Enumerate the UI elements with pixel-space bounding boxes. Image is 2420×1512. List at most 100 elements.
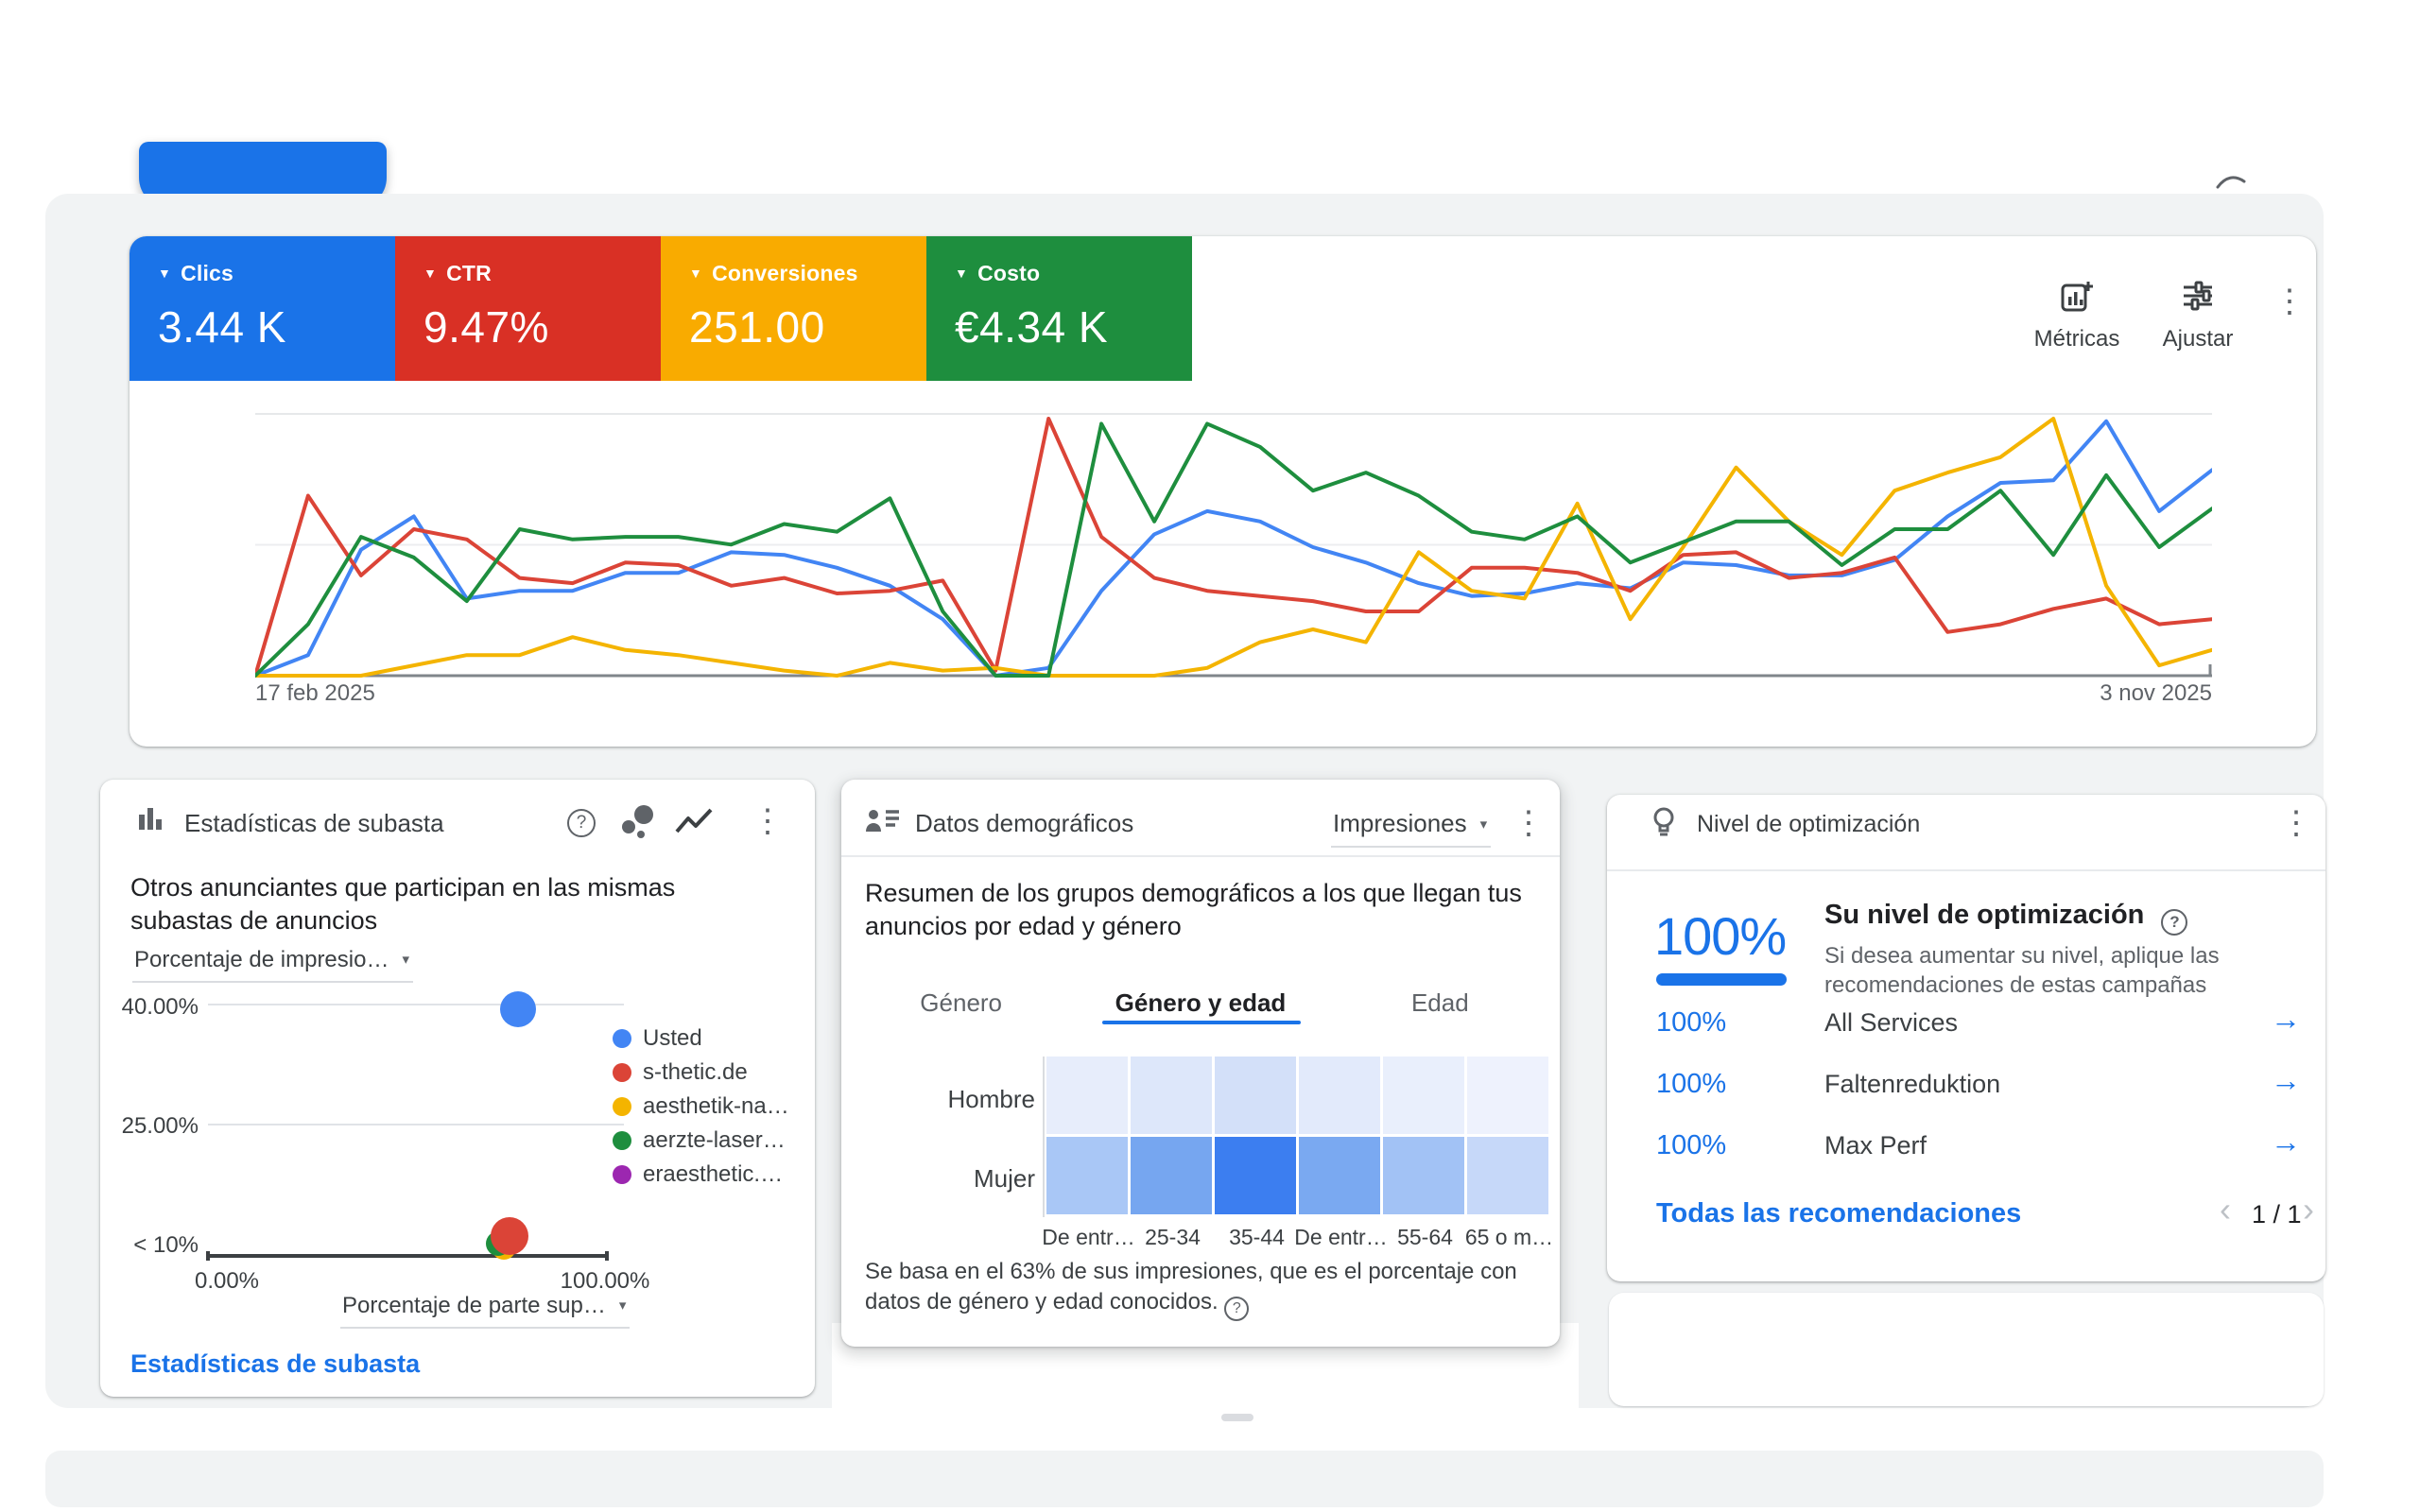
- partial-glyph: [2216, 176, 2246, 189]
- adjust-sliders-icon: [2184, 281, 2212, 311]
- gridline-25: [208, 1124, 624, 1125]
- next-card-fragment: [1609, 1293, 2324, 1406]
- caret-down-icon: ▼: [689, 266, 703, 281]
- metric-value: 3.44 K: [158, 302, 286, 352]
- caret-down-icon: ▾: [402, 952, 409, 968]
- demographics-card-title: Datos demográficos: [915, 809, 1134, 837]
- metrics-button[interactable]: Métricas: [2011, 278, 2143, 352]
- adjust-button-label: Ajustar: [2162, 326, 2234, 352]
- impression-share-dropdown[interactable]: Porcentaje de impresio… ▾: [132, 947, 413, 983]
- metric-value: 251.00: [689, 302, 825, 352]
- heatmap-cell-Hombre-De entr…: [1046, 1057, 1128, 1134]
- help-icon[interactable]: ?: [2161, 909, 2188, 936]
- header-divider: [1607, 869, 2325, 871]
- timeseries-chart: [255, 413, 2212, 678]
- arrow-right-icon[interactable]: →: [2271, 1125, 2301, 1159]
- legend-dot-icon: [613, 1130, 631, 1150]
- heatmap-row-label-hombre: Hombre: [947, 1085, 1035, 1113]
- auction-insights-card: [100, 780, 815, 1397]
- demographics-more-options-icon[interactable]: ⋮: [1512, 805, 1545, 841]
- metric-chip-conversiones[interactable]: ▼ Conversiones 251.00: [661, 236, 926, 381]
- x-axis-start-date: 17 feb 2025: [255, 680, 375, 706]
- tab-genero-y-edad[interactable]: Género y edad: [1115, 988, 1287, 1017]
- campaign-score: 100%: [1656, 1130, 1727, 1160]
- top-of-page-dropdown[interactable]: Porcentaje de parte sup… ▾: [340, 1293, 631, 1329]
- heatmap-column-label: De entr…: [1042, 1225, 1135, 1249]
- chevron-left-icon[interactable]: ‹: [2220, 1190, 2231, 1228]
- impressions-dropdown[interactable]: Impresiones ▾: [1331, 809, 1492, 848]
- gridline-40: [208, 1004, 624, 1005]
- heatmap-cell-Hombre-25-34: [1131, 1057, 1212, 1134]
- arrow-right-icon[interactable]: →: [2271, 1063, 2301, 1097]
- demographics-description: Resumen de los grupos demográficos a los…: [865, 879, 1522, 940]
- lightbulb-icon: [1653, 807, 1674, 836]
- all-recommendations-link[interactable]: Todas las recomendaciones: [1656, 1198, 2022, 1228]
- auction-more-options-icon[interactable]: ⋮: [752, 803, 784, 839]
- optimization-progress-bar: [1656, 973, 1787, 986]
- y-tick-lt10: < 10%: [133, 1232, 199, 1258]
- help-icon[interactable]: ?: [1224, 1297, 1250, 1321]
- arrow-right-icon[interactable]: →: [2271, 1002, 2301, 1036]
- header-divider: [841, 855, 1560, 857]
- heatmap-column-label: 35-44: [1229, 1225, 1285, 1249]
- x-tick-100: 100.00%: [560, 1268, 650, 1294]
- metric-label: Costo: [977, 261, 1041, 285]
- heatmap-column-label: 25-34: [1145, 1225, 1201, 1249]
- legend-label: Usted: [643, 1024, 702, 1051]
- heatmap-column-label: 65 o m…: [1464, 1225, 1554, 1249]
- legend-label: eraesthetic.…: [643, 1160, 784, 1187]
- metric-value: 9.47%: [424, 302, 549, 352]
- legend-item: Usted: [613, 1024, 789, 1051]
- optimization-card: [1607, 795, 2325, 1281]
- campaign-name: Faltenreduktion: [1824, 1070, 2001, 1098]
- chart-more-options-icon[interactable]: ⋮: [2273, 284, 2306, 319]
- heatmap-cell-Mujer-De entr…: [1046, 1137, 1128, 1214]
- legend-item: s-thetic.de: [613, 1059, 789, 1085]
- bar-chart-icon: [139, 808, 162, 830]
- caret-down-icon: ▾: [618, 1297, 627, 1314]
- scatter-legend: Usted s-thetic.de aesthetik-na… aerzte-lase…: [613, 1024, 789, 1187]
- legend-item: aesthetik-na…: [613, 1093, 789, 1119]
- demographics-icon: [866, 810, 899, 832]
- optimization-headline: Su nivel de optimización ?: [1824, 900, 2188, 936]
- scatter-point-Usted: [499, 991, 536, 1027]
- caret-down-icon: ▼: [424, 266, 438, 281]
- legend-label: aerzte-laser…: [643, 1126, 786, 1153]
- series-line-Costo: [255, 421, 2212, 678]
- adjust-button[interactable]: Ajustar: [2132, 278, 2264, 352]
- metric-label: CTR: [446, 261, 492, 285]
- partial-divider-fragment: [1221, 1414, 1253, 1421]
- next-section-fragment: [45, 1451, 2324, 1507]
- caret-down-icon: ▾: [1479, 816, 1488, 833]
- heatmap-cell-Mujer-65 o m…: [1467, 1137, 1548, 1214]
- heatmap-grid: [1046, 1057, 1551, 1217]
- tab-edad[interactable]: Edad: [1410, 988, 1469, 1017]
- help-icon[interactable]: ?: [567, 809, 596, 837]
- heatmap-column-labels: De entr… 25-34 35-44 De entr… 55-64 65 o m…: [1042, 1225, 1553, 1251]
- heatmap-cell-Hombre-35-44: [1215, 1057, 1296, 1134]
- tab-genero[interactable]: Género: [920, 988, 1003, 1017]
- auction-insights-link[interactable]: Estadísticas de subasta: [130, 1349, 421, 1378]
- optimization-card-title: Nivel de optimización: [1697, 811, 1921, 837]
- pagination-label: 1 / 1: [2252, 1200, 2302, 1228]
- legend-item: aerzte-laser…: [613, 1126, 789, 1153]
- campaign-score: 100%: [1656, 1007, 1727, 1038]
- optimization-more-options-icon[interactable]: ⋮: [2280, 805, 2312, 841]
- heatmap-axis-line: [1043, 1057, 1045, 1217]
- heatmap-cell-Hombre-De entr…: [1299, 1057, 1380, 1134]
- metric-chip-costo[interactable]: ▼ Costo €4.34 K: [926, 236, 1192, 381]
- demographics-footnote: Se basa en el 63% de sus impresiones, qu…: [865, 1257, 1527, 1321]
- line-chart-icon[interactable]: [673, 805, 715, 839]
- chevron-right-icon[interactable]: ›: [2303, 1190, 2314, 1228]
- legend-item: eraesthetic.…: [613, 1160, 789, 1187]
- y-tick-25: 25.00%: [121, 1113, 199, 1139]
- bubble-chart-icon[interactable]: [616, 801, 658, 843]
- legend-dot-icon: [613, 1096, 631, 1116]
- metric-chip-clics[interactable]: ▼ Clics 3.44 K: [130, 236, 395, 381]
- scatter-point-s-thetic.de: [491, 1216, 529, 1255]
- metric-chip-ctr[interactable]: ▼ CTR 9.47%: [395, 236, 661, 381]
- x-tick-0: 0.00%: [194, 1268, 260, 1294]
- heatmap-cell-Mujer-De entr…: [1299, 1137, 1380, 1214]
- caret-down-icon: ▼: [955, 266, 969, 281]
